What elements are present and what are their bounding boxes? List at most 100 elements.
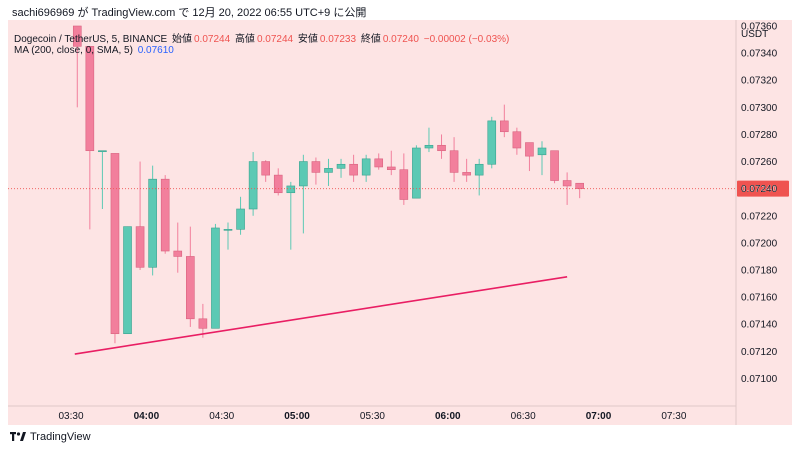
candle-body	[399, 169, 409, 200]
candle[interactable]	[512, 127, 522, 155]
candle[interactable]	[299, 154, 308, 234]
price-tick-label: 0.07320	[741, 76, 778, 87]
low-label: 安値	[297, 34, 318, 45]
trend-line[interactable]	[74, 275, 568, 355]
price-tick-label: 0.07260	[741, 157, 778, 168]
close-label: 終値	[360, 34, 381, 45]
candle[interactable]	[236, 196, 245, 235]
candle-body	[374, 158, 384, 168]
currency-label: USDT	[741, 29, 768, 40]
candle[interactable]	[311, 157, 321, 185]
price-tick-label: 0.07100	[741, 374, 778, 385]
candle-body	[173, 250, 183, 257]
candle[interactable]	[324, 158, 333, 186]
time-tick-label: 05:30	[360, 411, 385, 422]
candle[interactable]	[160, 175, 170, 254]
ma-value: 0.07610	[137, 45, 174, 56]
price-tick-label: 0.07180	[741, 266, 778, 277]
high-label: 高値	[234, 34, 255, 45]
candle[interactable]	[575, 182, 584, 199]
candle[interactable]	[211, 223, 220, 329]
candle[interactable]	[148, 165, 157, 276]
candle-body	[550, 150, 559, 181]
ma-label: MA (200, close, 0, SMA, 5)	[14, 45, 133, 56]
tradingview-logo-icon	[10, 432, 26, 441]
symbol-name: Dogecoin / TetherUS, 5, BINANCE	[14, 34, 168, 45]
candle-body	[487, 120, 497, 165]
time-tick-label: 04:00	[134, 411, 160, 422]
time-tick-label: 06:30	[511, 411, 536, 422]
candle-body	[575, 182, 584, 189]
candle[interactable]	[135, 161, 145, 270]
candle-body	[110, 153, 120, 335]
candle-body	[424, 144, 434, 149]
candle-body	[198, 318, 208, 329]
candle[interactable]	[525, 142, 534, 172]
candle-body	[386, 166, 396, 170]
candle[interactable]	[186, 226, 195, 327]
candle-body	[223, 229, 233, 231]
candle[interactable]	[336, 158, 346, 178]
candle[interactable]	[550, 150, 559, 184]
time-tick-label: 03:30	[58, 411, 83, 422]
candle[interactable]	[223, 222, 233, 250]
candle[interactable]	[98, 150, 107, 209]
candle[interactable]	[449, 137, 459, 182]
candle[interactable]	[198, 303, 208, 338]
price-tick-label: 0.07200	[741, 238, 778, 249]
publish-info: sachi696969 が TradingView.com で 12月 20, …	[12, 7, 367, 19]
candle[interactable]	[437, 134, 446, 159]
time-tick-label: 04:30	[209, 411, 234, 422]
high-value: 0.07244	[256, 34, 294, 45]
price-tick-label: 0.07240	[741, 184, 778, 195]
candle-body	[311, 161, 321, 173]
candle[interactable]	[474, 158, 484, 196]
last-price-label-bg	[737, 180, 789, 197]
candle[interactable]	[361, 154, 371, 182]
candle-body	[248, 161, 258, 210]
candle[interactable]	[386, 150, 396, 176]
candle-body	[500, 120, 509, 133]
candle[interactable]	[72, 25, 82, 108]
footer-brand[interactable]: TradingView	[10, 431, 91, 443]
candle-body	[286, 185, 296, 194]
candle[interactable]	[374, 153, 384, 170]
candle[interactable]	[273, 168, 283, 196]
candle[interactable]	[261, 160, 270, 182]
chart-area[interactable]: 0.07240 0.07100 0.07120 0.07140 0.07160 0.07…	[8, 20, 792, 425]
candle[interactable]	[412, 145, 421, 199]
price-tick-label: 0.07160	[741, 293, 778, 304]
close-value: 0.07240	[382, 34, 419, 45]
candle-body	[123, 226, 132, 335]
candle[interactable]	[85, 46, 95, 230]
candle-body	[186, 256, 195, 320]
candle[interactable]	[173, 222, 183, 273]
candle[interactable]	[286, 181, 296, 250]
candle[interactable]	[123, 226, 132, 335]
open-label: 始値	[172, 34, 192, 45]
price-tick-label: 0.07140	[741, 320, 778, 331]
price-tick-label: 0.07120	[741, 347, 778, 358]
chart-background	[8, 20, 736, 406]
time-tick-label: 07:30	[661, 411, 686, 422]
candle[interactable]	[248, 152, 258, 216]
price-tick-label: 0.07220	[741, 211, 778, 222]
candle[interactable]	[399, 153, 409, 205]
candle[interactable]	[487, 116, 497, 169]
time-tick-label: 06:00	[435, 411, 461, 422]
candle[interactable]	[110, 153, 120, 344]
candle[interactable]	[500, 104, 509, 138]
price-tick-label: 0.07300	[741, 103, 778, 114]
candle[interactable]	[562, 172, 572, 205]
candle-body	[324, 168, 333, 173]
price-tick-label: 0.07340	[741, 49, 778, 60]
candlestick-chart[interactable]: 0.07240 0.07100 0.07120 0.07140 0.07160 0.07…	[8, 20, 792, 425]
candle[interactable]	[424, 127, 434, 153]
candle-body	[349, 163, 358, 176]
candle-body	[462, 172, 471, 176]
price-axis-background	[736, 20, 792, 406]
candle[interactable]	[462, 158, 471, 182]
candle[interactable]	[537, 141, 547, 176]
candle[interactable]	[349, 154, 358, 182]
time-tick-label: 07:00	[586, 411, 612, 422]
